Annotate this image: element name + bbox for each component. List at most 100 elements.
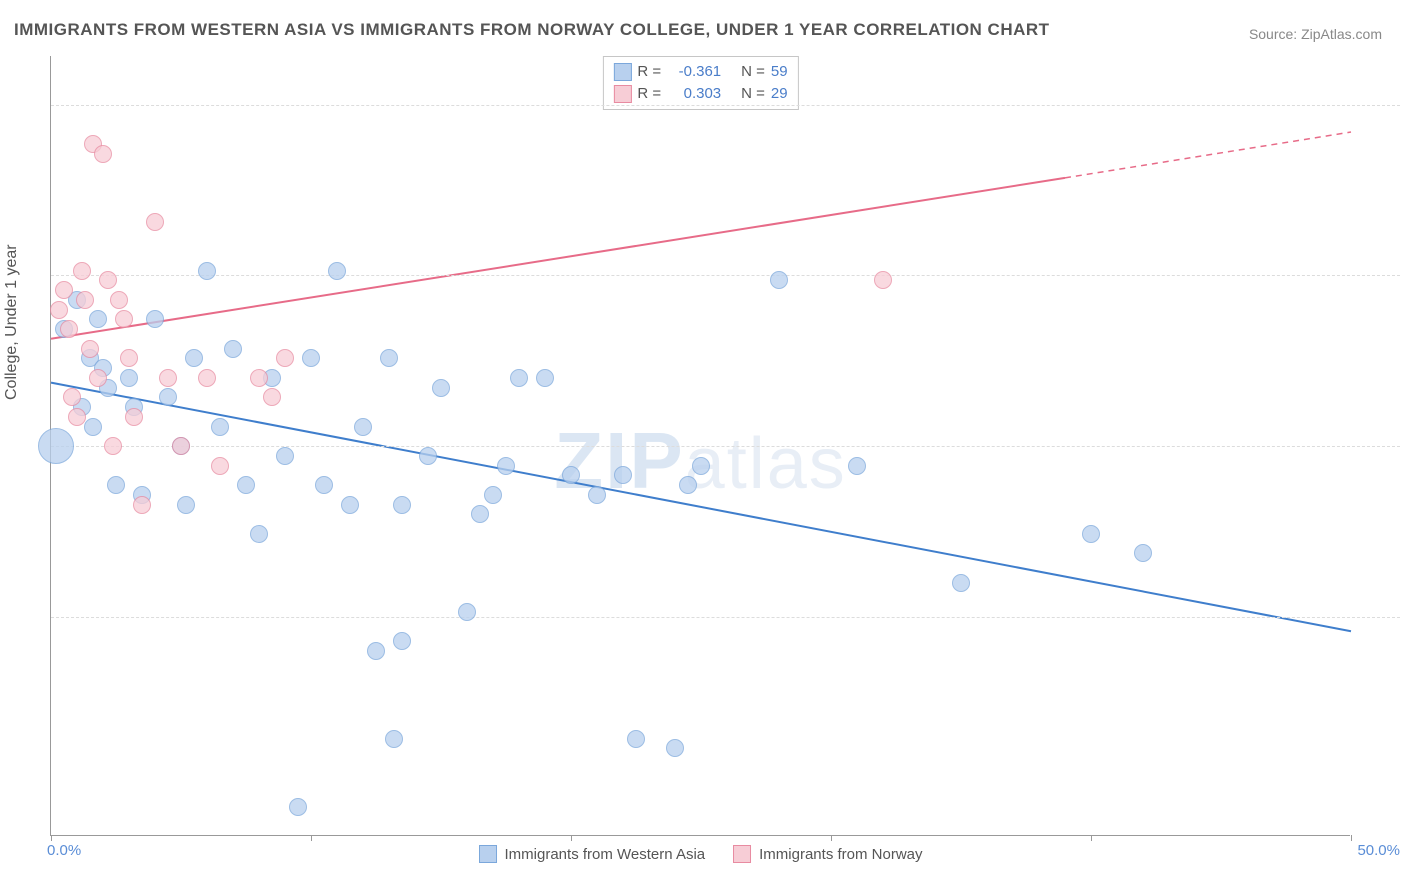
data-point (393, 632, 411, 650)
r-label: R = (637, 83, 661, 105)
data-point (99, 271, 117, 289)
legend-swatch (733, 845, 751, 863)
data-point (115, 310, 133, 328)
data-point (107, 476, 125, 494)
data-point (627, 730, 645, 748)
data-point (393, 496, 411, 514)
data-point (263, 388, 281, 406)
data-point (250, 525, 268, 543)
data-point (55, 281, 73, 299)
data-point (211, 457, 229, 475)
n-value: 59 (771, 61, 788, 83)
data-point (68, 408, 86, 426)
data-point (536, 369, 554, 387)
legend-series-label: Immigrants from Norway (759, 846, 922, 863)
data-point (172, 437, 190, 455)
source-label: Source: (1249, 26, 1297, 42)
data-point (276, 349, 294, 367)
legend-series-label: Immigrants from Western Asia (505, 846, 706, 863)
n-label: N = (741, 61, 765, 83)
data-point (770, 271, 788, 289)
data-point (104, 437, 122, 455)
legend-stats-row: R =0.303N =29 (613, 83, 787, 105)
legend-swatch (613, 85, 631, 103)
data-point (1082, 525, 1100, 543)
data-point (120, 369, 138, 387)
source-value: ZipAtlas.com (1301, 26, 1382, 42)
x-axis-max-label: 50.0% (1357, 842, 1400, 859)
x-tick (831, 835, 832, 841)
data-point (159, 369, 177, 387)
r-label: R = (637, 61, 661, 83)
source-attribution: Source: ZipAtlas.com (1249, 26, 1382, 42)
data-point (497, 457, 515, 475)
data-point (63, 388, 81, 406)
data-point (110, 291, 128, 309)
data-point (38, 428, 74, 464)
data-point (952, 574, 970, 592)
data-point (354, 418, 372, 436)
data-point (133, 496, 151, 514)
data-point (380, 349, 398, 367)
trend-line (51, 383, 1351, 632)
gridline-h (51, 617, 1400, 618)
data-point (224, 340, 242, 358)
data-point (289, 798, 307, 816)
r-value: -0.361 (667, 61, 721, 83)
plot-area: ZIPatlas R =-0.361N =59R =0.303N =29 0.0… (50, 56, 1350, 836)
chart-title: IMMIGRANTS FROM WESTERN ASIA VS IMMIGRAN… (14, 20, 1050, 40)
data-point (588, 486, 606, 504)
gridline-h (51, 105, 1400, 106)
data-point (419, 447, 437, 465)
data-point (120, 349, 138, 367)
legend-series-item: Immigrants from Norway (733, 845, 922, 863)
data-point (159, 388, 177, 406)
legend-swatch (613, 63, 631, 81)
data-point (1134, 544, 1152, 562)
gridline-h (51, 275, 1400, 276)
x-tick (571, 835, 572, 841)
data-point (484, 486, 502, 504)
data-point (94, 145, 112, 163)
data-point (692, 457, 710, 475)
data-point (328, 262, 346, 280)
data-point (76, 291, 94, 309)
data-point (211, 418, 229, 436)
data-point (562, 466, 580, 484)
data-point (146, 213, 164, 231)
r-value: 0.303 (667, 83, 721, 105)
x-axis-min-label: 0.0% (47, 842, 81, 859)
data-point (276, 447, 294, 465)
y-axis-title: College, Under 1 year (3, 244, 21, 400)
data-point (315, 476, 333, 494)
data-point (341, 496, 359, 514)
data-point (73, 262, 91, 280)
data-point (81, 340, 99, 358)
gridline-h (51, 446, 1400, 447)
data-point (237, 476, 255, 494)
trend-line (1065, 132, 1351, 178)
x-tick (1351, 835, 1352, 841)
legend-stats: R =-0.361N =59R =0.303N =29 (602, 56, 798, 110)
data-point (146, 310, 164, 328)
data-point (874, 271, 892, 289)
x-tick (1091, 835, 1092, 841)
data-point (185, 349, 203, 367)
data-point (385, 730, 403, 748)
legend-series: Immigrants from Western Asia Immigrants f… (479, 845, 923, 863)
data-point (89, 369, 107, 387)
data-point (367, 642, 385, 660)
data-point (84, 418, 102, 436)
data-point (458, 603, 476, 621)
legend-series-item: Immigrants from Western Asia (479, 845, 706, 863)
data-point (50, 301, 68, 319)
legend-stats-row: R = -0.361 N = 59 (613, 61, 787, 83)
x-tick (51, 835, 52, 841)
data-point (250, 369, 268, 387)
data-point (614, 466, 632, 484)
data-point (198, 369, 216, 387)
watermark-bold: ZIP (554, 416, 684, 505)
data-point (848, 457, 866, 475)
data-point (302, 349, 320, 367)
data-point (177, 496, 195, 514)
